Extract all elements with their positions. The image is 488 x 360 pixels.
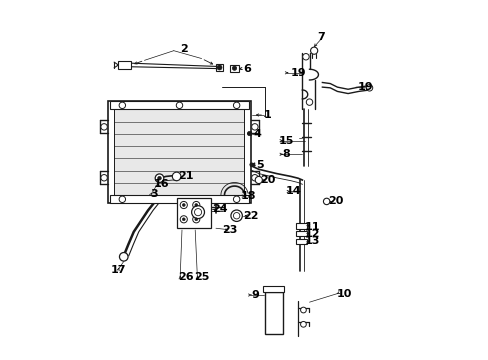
Bar	[216, 64, 223, 71]
Circle shape	[180, 216, 187, 223]
Circle shape	[249, 163, 253, 166]
Circle shape	[233, 196, 240, 203]
Bar	[295, 231, 306, 237]
Bar	[176, 198, 210, 228]
Bar	[295, 239, 306, 244]
Text: 25: 25	[194, 272, 209, 282]
Circle shape	[247, 131, 251, 136]
Bar	[110, 195, 248, 203]
Circle shape	[255, 176, 262, 184]
Text: 3: 3	[150, 189, 158, 199]
Text: 19: 19	[357, 82, 373, 92]
Circle shape	[194, 203, 197, 206]
Text: 20: 20	[260, 175, 275, 185]
Text: 11: 11	[304, 222, 320, 232]
Circle shape	[194, 208, 201, 216]
Text: 7: 7	[317, 32, 325, 42]
Circle shape	[300, 307, 305, 313]
Circle shape	[182, 203, 185, 206]
Text: 5: 5	[256, 159, 263, 170]
Text: 16: 16	[154, 179, 169, 189]
Text: 9: 9	[251, 290, 259, 300]
Bar	[108, 102, 250, 203]
Circle shape	[192, 216, 200, 223]
Bar	[264, 292, 283, 334]
Bar	[118, 62, 131, 68]
Text: 6: 6	[243, 64, 251, 73]
Circle shape	[101, 175, 107, 181]
Circle shape	[155, 174, 163, 183]
Text: 2: 2	[180, 44, 187, 54]
Circle shape	[172, 172, 181, 181]
Circle shape	[119, 252, 128, 261]
Circle shape	[302, 54, 308, 60]
Text: 4: 4	[253, 129, 261, 139]
Text: 18: 18	[240, 191, 255, 201]
Circle shape	[180, 202, 187, 208]
Circle shape	[232, 66, 236, 70]
Circle shape	[191, 206, 204, 219]
Circle shape	[176, 102, 183, 109]
Circle shape	[101, 123, 107, 130]
Text: 26: 26	[177, 272, 193, 282]
Circle shape	[366, 85, 372, 91]
Text: 10: 10	[336, 289, 351, 298]
Bar	[295, 223, 306, 229]
Circle shape	[119, 196, 125, 203]
Circle shape	[310, 47, 317, 54]
Circle shape	[157, 176, 161, 180]
Circle shape	[305, 99, 312, 105]
Text: 13: 13	[304, 237, 320, 247]
Text: 24: 24	[211, 204, 227, 214]
Text: 17: 17	[111, 265, 126, 275]
Text: 12: 12	[304, 229, 320, 239]
Bar	[110, 102, 248, 109]
Circle shape	[251, 175, 258, 181]
Circle shape	[194, 218, 197, 221]
Text: 14: 14	[285, 186, 301, 197]
Text: 23: 23	[222, 225, 238, 235]
Bar	[114, 109, 244, 195]
Circle shape	[251, 123, 258, 130]
Text: 21: 21	[178, 171, 193, 181]
Text: 22: 22	[243, 211, 258, 221]
Circle shape	[323, 198, 329, 204]
Text: 20: 20	[327, 197, 343, 206]
Circle shape	[230, 210, 242, 221]
Text: 19: 19	[290, 68, 305, 78]
Circle shape	[300, 321, 305, 327]
Bar	[230, 64, 238, 72]
Text: 8: 8	[282, 149, 290, 159]
Circle shape	[233, 212, 240, 219]
Circle shape	[182, 218, 185, 221]
Circle shape	[119, 102, 125, 109]
Text: 15: 15	[278, 136, 294, 146]
Circle shape	[217, 65, 222, 70]
Circle shape	[233, 102, 240, 109]
Bar	[263, 286, 284, 292]
Circle shape	[192, 202, 200, 208]
Text: 1: 1	[264, 110, 271, 120]
